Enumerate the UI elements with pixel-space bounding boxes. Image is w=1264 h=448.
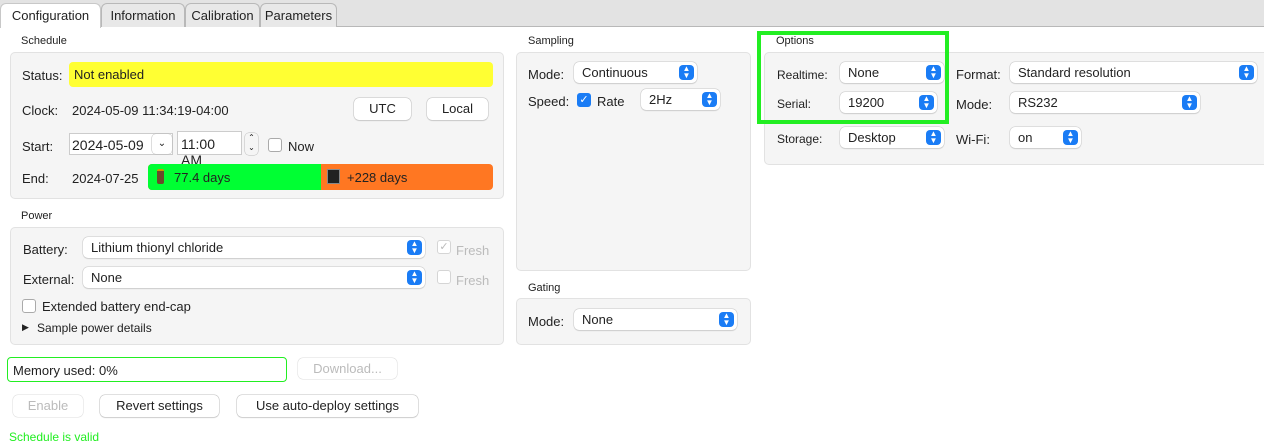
select-arrows-icon: ▲ ▼ xyxy=(926,65,941,80)
storage-select[interactable]: Desktop ▲ ▼ xyxy=(840,127,944,148)
sampling-mode-select[interactable]: Continuous ▲ ▼ xyxy=(574,62,697,83)
sampling-title: Sampling xyxy=(528,35,574,47)
select-arrows-icon: ▲ ▼ xyxy=(926,130,941,145)
realtime-label: Realtime: xyxy=(777,68,828,82)
realtime-value: None xyxy=(848,65,880,80)
battery-fresh-label: Fresh xyxy=(456,243,490,258)
select-arrows-icon: ▲ ▼ xyxy=(407,270,422,285)
power-title: Power xyxy=(21,210,53,222)
start-date-value: 2024-05-09 xyxy=(72,137,144,153)
external-value: None xyxy=(91,270,123,285)
options-title: Options xyxy=(776,35,814,47)
disclosure-triangle-icon[interactable]: ▶ xyxy=(22,322,29,332)
time-stepper-icon[interactable]: ⌃ ⌄ xyxy=(245,133,258,155)
status-label: Status: xyxy=(22,68,63,83)
select-arrows-icon: ▲ ▼ xyxy=(1182,95,1197,110)
external-label: External: xyxy=(23,272,75,287)
start-time-field[interactable]: 11:00 AM xyxy=(177,131,242,168)
select-arrows-icon: ▲ ▼ xyxy=(1063,130,1078,145)
enable-button[interactable]: Enable xyxy=(13,395,83,417)
storage-label: Storage: xyxy=(777,132,823,146)
endcap-checkbox[interactable] xyxy=(22,299,36,313)
serial-mode-value: RS232 xyxy=(1018,95,1058,110)
tab-parameters[interactable]: Parameters xyxy=(260,3,337,27)
clock-value: 2024-05-09 11:34:19-04:00 xyxy=(72,103,229,118)
highlight-box xyxy=(757,31,949,124)
gating-mode-value: None xyxy=(582,312,614,327)
realtime-select[interactable]: None ▲ ▼ xyxy=(840,62,944,83)
sampling-mode-label: Mode: xyxy=(528,67,565,82)
utc-button[interactable]: UTC xyxy=(354,98,411,120)
tab-calibration[interactable]: Calibration xyxy=(185,3,260,27)
serial-value: 19200 xyxy=(848,95,885,110)
wifi-select[interactable]: on ▲ ▼ xyxy=(1010,127,1081,148)
tab-information[interactable]: Information xyxy=(101,3,185,27)
serial-select[interactable]: 19200 ▲ ▼ xyxy=(840,92,937,113)
select-arrows-icon: ▲ ▼ xyxy=(407,240,422,255)
select-arrows-icon: ▲ ▼ xyxy=(719,312,734,327)
clock-label: Clock: xyxy=(22,103,59,118)
gating-mode-select[interactable]: None ▲ ▼ xyxy=(574,309,737,330)
endcap-label: Extended battery end-cap xyxy=(42,299,191,314)
battery-select[interactable]: Lithium thionyl chloride ▲ ▼ xyxy=(83,237,425,258)
serial-mode-label: Mode: xyxy=(956,97,993,112)
format-value: Standard resolution xyxy=(1018,65,1131,80)
auto-deploy-button[interactable]: Use auto-deploy settings xyxy=(237,395,418,417)
memory-used-field: Memory used: 0% xyxy=(7,357,287,382)
wifi-value: on xyxy=(1018,130,1033,145)
battery-label: Battery: xyxy=(23,242,68,257)
rate-value: 2Hz xyxy=(649,92,673,107)
memory-days: +228 days xyxy=(347,170,408,185)
rate-label: Rate xyxy=(597,94,625,109)
battery-icon xyxy=(157,169,164,184)
duration-bar: 77.4 days +228 days xyxy=(148,164,493,190)
storage-value: Desktop xyxy=(848,130,896,145)
gating-title: Gating xyxy=(528,282,561,294)
format-select[interactable]: Standard resolution ▲ ▼ xyxy=(1010,62,1257,83)
serial-mode-select[interactable]: RS232 ▲ ▼ xyxy=(1010,92,1200,113)
local-button[interactable]: Local xyxy=(427,98,488,120)
start-date-field[interactable]: 2024-05-09 xyxy=(69,133,173,155)
wifi-label: Wi-Fi: xyxy=(956,132,990,147)
battery-fresh-checkbox[interactable]: ✓ xyxy=(437,240,451,254)
validation-message: Schedule is valid xyxy=(9,430,100,444)
battery-days: 77.4 days xyxy=(174,170,231,185)
serial-label: Serial: xyxy=(777,97,812,111)
gating-mode-label: Mode: xyxy=(528,314,565,329)
speed-label: Speed: xyxy=(528,94,570,109)
battery-value: Lithium thionyl chloride xyxy=(91,240,224,255)
select-arrows-icon: ▲ ▼ xyxy=(702,92,717,107)
tab-configuration[interactable]: Configuration xyxy=(0,3,101,28)
external-select[interactable]: None ▲ ▼ xyxy=(83,267,425,288)
date-dropdown-chevron-icon[interactable]: ⌄ xyxy=(152,134,172,154)
rate-checkbox[interactable]: ✓ xyxy=(577,93,591,107)
sample-power-details[interactable]: Sample power details xyxy=(37,321,152,335)
tab-bar: Configuration Information Calibration Pa… xyxy=(0,0,1264,28)
download-button[interactable]: Download... xyxy=(298,358,397,379)
external-fresh-label: Fresh xyxy=(456,273,490,288)
select-arrows-icon: ▲ ▼ xyxy=(679,65,694,80)
external-fresh-checkbox[interactable] xyxy=(437,270,451,284)
end-label: End: xyxy=(22,171,49,186)
battery-duration-segment: 77.4 days xyxy=(148,164,321,190)
select-arrows-icon: ▲ ▼ xyxy=(919,95,934,110)
start-label: Start: xyxy=(22,139,54,154)
revert-settings-button[interactable]: Revert settings xyxy=(100,395,219,417)
rate-select[interactable]: 2Hz ▲ ▼ xyxy=(641,89,720,110)
format-label: Format: xyxy=(956,67,1001,82)
end-date: 2024-07-25 xyxy=(72,171,139,186)
sampling-panel xyxy=(516,52,751,271)
schedule-title: Schedule xyxy=(21,35,67,47)
now-label: Now xyxy=(288,139,315,154)
select-arrows-icon: ▲ ▼ xyxy=(1239,65,1254,80)
now-checkbox[interactable] xyxy=(268,138,282,152)
sampling-mode-value: Continuous xyxy=(582,65,648,80)
memory-chip-icon xyxy=(327,169,340,184)
status-field: Not enabled xyxy=(69,62,493,87)
